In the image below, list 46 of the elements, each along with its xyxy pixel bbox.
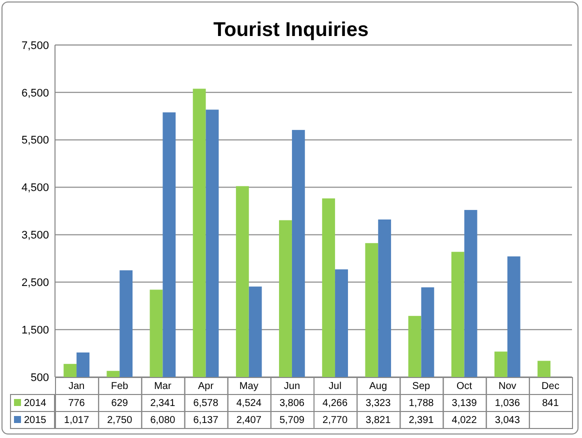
legend-label: 2015 — [24, 415, 47, 426]
x-tick-label: Nov — [498, 381, 516, 392]
data-label: 2,341 — [150, 398, 176, 409]
chart-title: Tourist Inquiries — [213, 19, 369, 41]
x-tick-label: Jul — [328, 381, 342, 392]
x-tick-label: Jun — [284, 381, 300, 392]
data-label: 4,022 — [452, 415, 478, 426]
y-tick-label: 3,500 — [21, 230, 49, 242]
x-tick-label: May — [239, 381, 258, 392]
data-label: 3,043 — [494, 415, 520, 426]
data-label: 1,036 — [494, 398, 520, 409]
x-tick-label: Apr — [198, 381, 214, 392]
y-tick-label: 7,500 — [21, 40, 49, 52]
x-tick-label: Jan — [68, 381, 85, 392]
x-tick-label: Dec — [542, 381, 560, 392]
data-label: 1,788 — [408, 398, 434, 409]
data-label: 6,578 — [193, 398, 219, 409]
data-label: 4,524 — [236, 398, 262, 409]
x-tick-label: Feb — [111, 381, 129, 392]
x-tick-label: Oct — [456, 381, 472, 392]
y-tick-label: 1,500 — [21, 324, 49, 336]
data-label: 6,137 — [193, 415, 219, 426]
data-label: 6,080 — [150, 415, 176, 426]
data-label: 2,770 — [322, 415, 348, 426]
y-tick-label: 4,500 — [21, 182, 49, 194]
y-tick-label: 6,500 — [21, 87, 49, 100]
x-tick-label: Sep — [412, 381, 431, 392]
y-tick-label: 5,500 — [21, 134, 49, 147]
data-label: 4,266 — [322, 398, 348, 409]
data-label: 3,821 — [366, 415, 392, 426]
x-tick-label: Aug — [369, 381, 388, 392]
data-label: 1,017 — [64, 415, 90, 426]
legend-label: 2014 — [24, 398, 47, 409]
data-label: 841 — [542, 398, 560, 409]
data-label: 2,407 — [236, 415, 262, 426]
data-label: 5,709 — [279, 415, 305, 426]
data-label: 2,391 — [408, 415, 434, 426]
data-label: 629 — [111, 398, 128, 409]
data-label: 3,323 — [366, 398, 392, 409]
y-tick-label: 2,500 — [21, 276, 49, 289]
data-label: 776 — [68, 398, 86, 409]
x-tick-label: Mar — [154, 381, 172, 392]
data-label: 3,806 — [279, 398, 305, 409]
data-label: 3,139 — [452, 398, 478, 409]
data-label: 2,750 — [107, 415, 133, 426]
y-tick-label: 500 — [30, 372, 49, 384]
